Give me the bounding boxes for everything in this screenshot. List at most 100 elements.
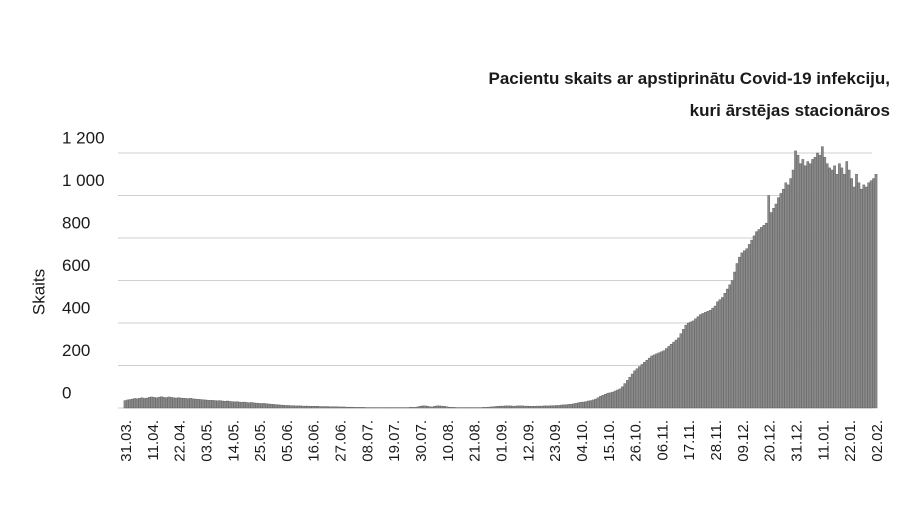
bar	[860, 189, 862, 408]
x-tick-label: 09.12.	[735, 420, 752, 462]
bar	[592, 400, 594, 408]
bar	[243, 402, 245, 408]
bar	[263, 403, 265, 408]
x-tick-label: 17.11.	[681, 420, 698, 461]
bar	[785, 183, 787, 408]
bar	[497, 406, 499, 408]
x-tick-label: 11.01.	[815, 420, 832, 461]
bar	[743, 251, 745, 408]
bar	[658, 353, 660, 408]
bar	[692, 321, 694, 408]
y-tick-label: 400	[62, 298, 90, 317]
bar	[343, 407, 345, 408]
x-tick-label: 26.10.	[628, 420, 645, 462]
y-axis-label: Skaits	[29, 269, 48, 315]
bar	[729, 285, 731, 408]
bar	[348, 407, 350, 408]
bar	[187, 399, 189, 408]
bar	[541, 406, 543, 408]
bar	[848, 170, 850, 408]
bar	[185, 398, 187, 408]
bar	[141, 398, 143, 408]
bar	[143, 398, 145, 408]
x-tick-label: 19.07.	[386, 420, 403, 462]
bar	[451, 407, 453, 408]
bar	[626, 380, 628, 408]
bar	[321, 407, 323, 408]
bar	[670, 344, 672, 408]
bar	[699, 315, 701, 409]
bar	[409, 407, 411, 408]
x-tick-label: 22.04.	[172, 420, 189, 462]
y-tick-label: 1 200	[62, 128, 105, 147]
bar	[612, 392, 614, 408]
bar	[341, 407, 343, 408]
bar	[663, 351, 665, 408]
bar	[868, 183, 870, 408]
bar	[260, 404, 262, 408]
bar	[287, 405, 289, 408]
bar	[214, 401, 216, 408]
bar	[209, 400, 211, 408]
bar	[529, 406, 531, 408]
bar	[278, 405, 280, 408]
bar	[334, 407, 336, 408]
bar	[790, 179, 792, 409]
bar	[690, 322, 692, 408]
bar	[704, 312, 706, 408]
bar	[212, 400, 214, 408]
bar	[434, 406, 436, 408]
bar	[524, 406, 526, 408]
bar	[568, 404, 570, 408]
x-tick-label: 28.11.	[708, 420, 725, 461]
y-tick-label: 600	[62, 256, 90, 275]
bar	[312, 406, 314, 408]
bar	[555, 405, 557, 408]
bar	[609, 393, 611, 408]
bar	[156, 398, 158, 408]
bar	[126, 400, 128, 408]
bar	[624, 384, 626, 408]
bar	[446, 407, 448, 408]
bar	[709, 310, 711, 408]
bar	[268, 404, 270, 408]
bar	[521, 406, 523, 408]
bar	[846, 162, 848, 409]
bar	[802, 159, 804, 408]
bar	[594, 399, 596, 408]
bar	[616, 390, 618, 408]
bar	[202, 400, 204, 408]
bar	[331, 407, 333, 408]
bar	[251, 402, 253, 408]
bar	[160, 397, 162, 408]
bar	[495, 407, 497, 408]
bar	[265, 404, 267, 408]
bar	[534, 406, 536, 408]
bar	[516, 406, 518, 408]
bar	[560, 405, 562, 408]
bar	[543, 406, 545, 408]
bar	[290, 406, 292, 408]
bar	[204, 400, 206, 408]
bar	[221, 401, 223, 408]
bar	[239, 402, 241, 408]
bar	[599, 396, 601, 408]
bar	[131, 399, 133, 408]
y-tick-label: 1 000	[62, 171, 105, 190]
bar	[587, 401, 589, 408]
bar	[685, 325, 687, 408]
bar	[441, 406, 443, 408]
bar	[448, 407, 450, 408]
bar	[833, 166, 835, 408]
bar	[504, 406, 506, 408]
bar	[753, 236, 755, 408]
bar	[875, 174, 877, 408]
bar	[580, 402, 582, 408]
x-tick-label: 06.11.	[654, 420, 671, 461]
bar	[297, 406, 299, 408]
bar	[755, 232, 757, 408]
bar	[816, 153, 818, 408]
bar	[358, 407, 360, 408]
bar	[329, 407, 331, 408]
